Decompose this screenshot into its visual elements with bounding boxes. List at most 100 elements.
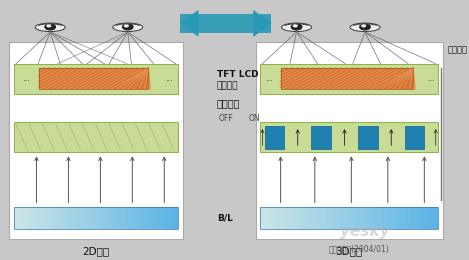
FancyBboxPatch shape <box>358 126 378 149</box>
FancyBboxPatch shape <box>389 207 392 229</box>
FancyBboxPatch shape <box>133 207 135 229</box>
FancyBboxPatch shape <box>269 207 272 229</box>
FancyBboxPatch shape <box>291 207 294 229</box>
FancyBboxPatch shape <box>32 207 35 229</box>
FancyBboxPatch shape <box>166 207 168 229</box>
FancyBboxPatch shape <box>436 207 439 229</box>
Circle shape <box>360 24 370 30</box>
FancyBboxPatch shape <box>112 207 115 229</box>
Text: 3D模式: 3D模式 <box>335 246 363 256</box>
Ellipse shape <box>281 23 311 32</box>
FancyBboxPatch shape <box>155 207 158 229</box>
Text: 2D模式: 2D模式 <box>82 246 109 256</box>
FancyBboxPatch shape <box>149 207 151 229</box>
FancyBboxPatch shape <box>79 207 82 229</box>
FancyBboxPatch shape <box>311 126 331 149</box>
FancyBboxPatch shape <box>98 207 100 229</box>
Text: 开关液晶: 开关液晶 <box>217 82 238 91</box>
FancyBboxPatch shape <box>176 207 178 229</box>
FancyBboxPatch shape <box>311 207 314 229</box>
FancyBboxPatch shape <box>260 64 438 94</box>
FancyBboxPatch shape <box>265 207 267 229</box>
FancyBboxPatch shape <box>345 207 347 229</box>
FancyBboxPatch shape <box>423 207 425 229</box>
FancyBboxPatch shape <box>55 207 57 229</box>
FancyBboxPatch shape <box>325 207 327 229</box>
Text: ON: ON <box>249 114 260 123</box>
FancyBboxPatch shape <box>59 207 61 229</box>
FancyBboxPatch shape <box>92 207 94 229</box>
FancyBboxPatch shape <box>63 207 66 229</box>
FancyBboxPatch shape <box>180 14 272 33</box>
FancyBboxPatch shape <box>360 207 363 229</box>
FancyBboxPatch shape <box>376 207 378 229</box>
FancyBboxPatch shape <box>260 207 263 229</box>
FancyBboxPatch shape <box>168 207 170 229</box>
FancyBboxPatch shape <box>364 207 367 229</box>
FancyBboxPatch shape <box>405 207 408 229</box>
FancyBboxPatch shape <box>396 207 399 229</box>
FancyBboxPatch shape <box>28 207 30 229</box>
FancyBboxPatch shape <box>338 207 340 229</box>
Text: ...: ... <box>427 74 435 83</box>
FancyBboxPatch shape <box>405 126 424 149</box>
FancyBboxPatch shape <box>260 122 438 152</box>
FancyBboxPatch shape <box>391 207 394 229</box>
FancyBboxPatch shape <box>369 207 372 229</box>
FancyBboxPatch shape <box>378 207 381 229</box>
FancyBboxPatch shape <box>402 207 405 229</box>
FancyBboxPatch shape <box>336 207 338 229</box>
FancyBboxPatch shape <box>26 207 29 229</box>
FancyBboxPatch shape <box>131 207 133 229</box>
FancyBboxPatch shape <box>40 207 43 229</box>
FancyBboxPatch shape <box>83 207 86 229</box>
FancyBboxPatch shape <box>129 207 131 229</box>
Text: yesky: yesky <box>340 224 390 239</box>
FancyBboxPatch shape <box>170 207 172 229</box>
FancyBboxPatch shape <box>373 207 376 229</box>
FancyBboxPatch shape <box>147 207 150 229</box>
Circle shape <box>291 24 302 30</box>
FancyBboxPatch shape <box>69 207 72 229</box>
FancyBboxPatch shape <box>82 207 84 229</box>
FancyBboxPatch shape <box>407 207 409 229</box>
FancyBboxPatch shape <box>172 207 174 229</box>
FancyBboxPatch shape <box>14 64 178 94</box>
FancyBboxPatch shape <box>433 207 436 229</box>
Ellipse shape <box>35 23 65 32</box>
FancyBboxPatch shape <box>159 207 162 229</box>
FancyBboxPatch shape <box>76 207 78 229</box>
FancyBboxPatch shape <box>77 207 80 229</box>
FancyBboxPatch shape <box>349 207 352 229</box>
FancyBboxPatch shape <box>309 207 312 229</box>
Text: ...: ... <box>165 74 173 83</box>
FancyBboxPatch shape <box>164 207 166 229</box>
FancyBboxPatch shape <box>322 207 325 229</box>
FancyBboxPatch shape <box>116 207 119 229</box>
FancyBboxPatch shape <box>300 207 303 229</box>
Circle shape <box>362 25 365 27</box>
FancyBboxPatch shape <box>327 207 330 229</box>
FancyBboxPatch shape <box>145 207 148 229</box>
FancyBboxPatch shape <box>161 207 164 229</box>
FancyBboxPatch shape <box>342 207 345 229</box>
FancyBboxPatch shape <box>409 207 412 229</box>
Text: ...: ... <box>23 74 30 83</box>
FancyBboxPatch shape <box>295 207 298 229</box>
FancyBboxPatch shape <box>429 207 432 229</box>
FancyBboxPatch shape <box>88 207 90 229</box>
FancyBboxPatch shape <box>18 207 20 229</box>
FancyBboxPatch shape <box>356 207 358 229</box>
FancyBboxPatch shape <box>85 207 88 229</box>
FancyBboxPatch shape <box>39 68 148 89</box>
FancyBboxPatch shape <box>367 207 370 229</box>
FancyBboxPatch shape <box>354 207 356 229</box>
FancyBboxPatch shape <box>118 207 121 229</box>
FancyBboxPatch shape <box>71 207 74 229</box>
FancyBboxPatch shape <box>143 207 145 229</box>
FancyBboxPatch shape <box>30 207 33 229</box>
FancyBboxPatch shape <box>114 207 117 229</box>
FancyBboxPatch shape <box>416 207 418 229</box>
FancyBboxPatch shape <box>340 207 343 229</box>
FancyBboxPatch shape <box>289 207 292 229</box>
